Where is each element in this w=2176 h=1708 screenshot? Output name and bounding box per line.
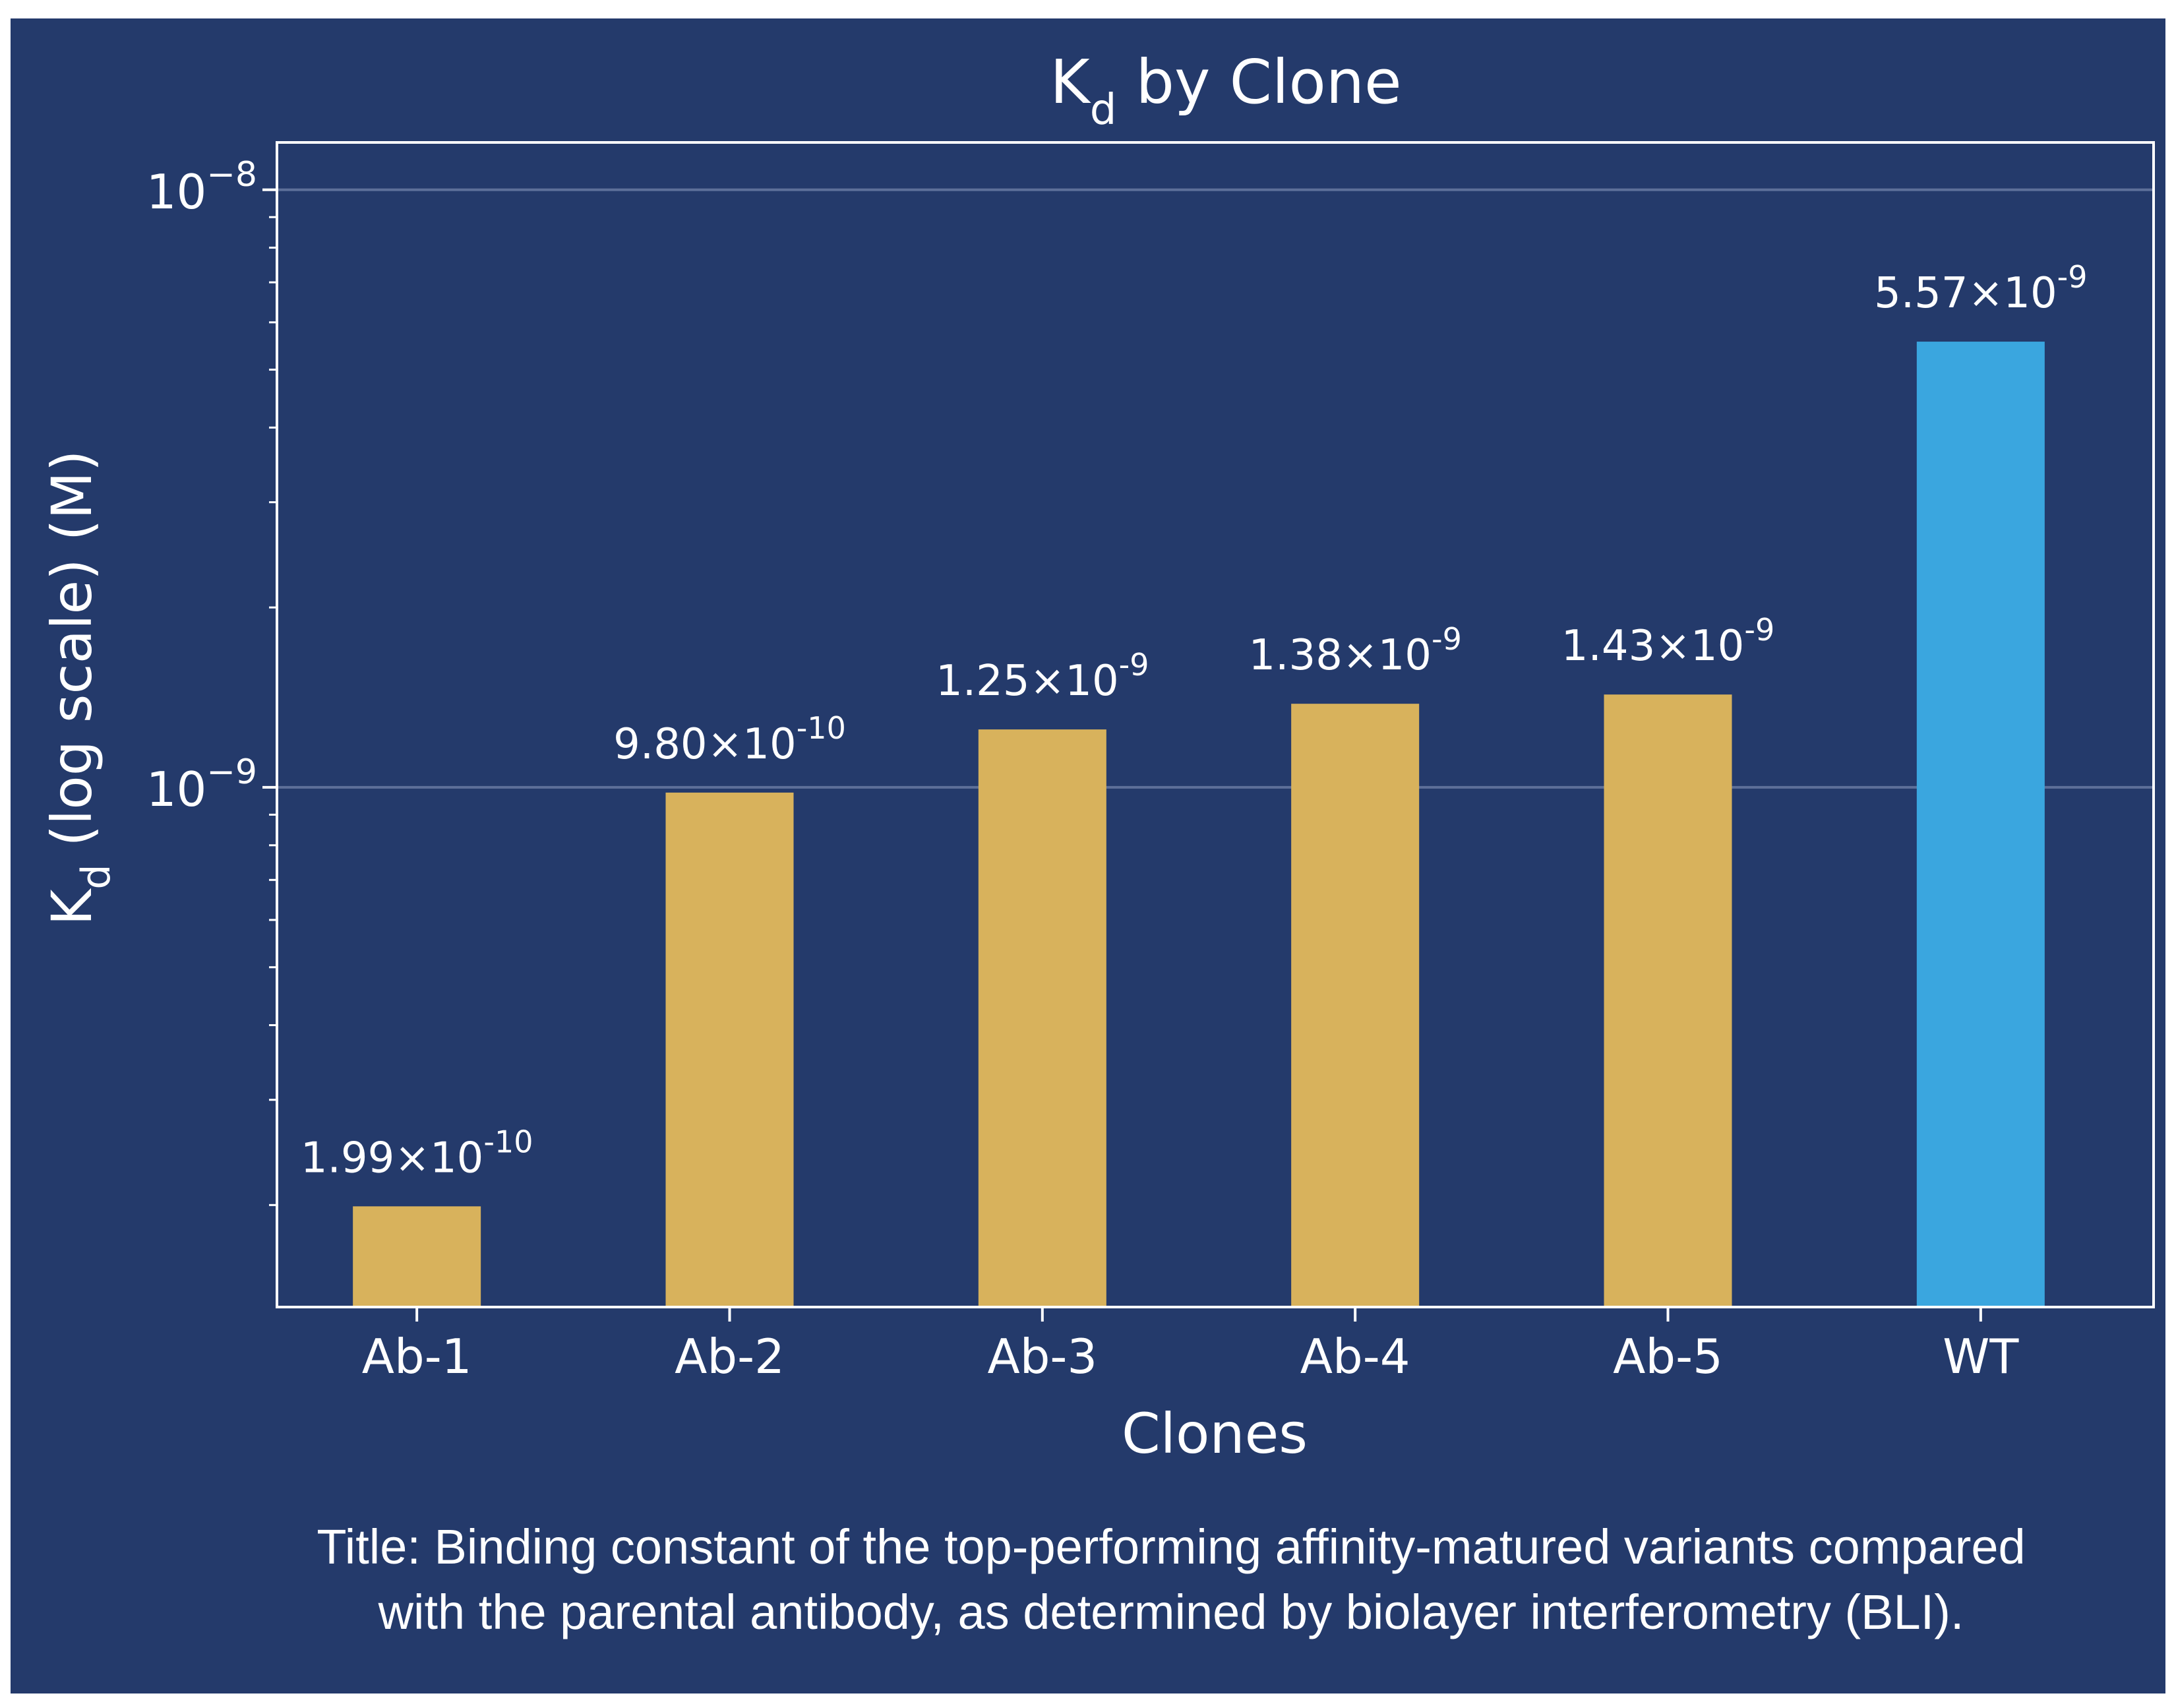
value-label: 5.57×10-9: [1874, 259, 2087, 318]
caption-line-1: Title: Binding constant of the top-perfo…: [317, 1519, 2025, 1574]
chart-panel: Kd by Clone 1.99×10-10 9.80×10-10 1.25×10-…: [11, 18, 2165, 1693]
x-tick-label: Ab-4: [1300, 1329, 1410, 1384]
plot-frame: [276, 141, 2155, 1308]
value-label-exp: -9: [1432, 621, 1462, 657]
y-tick-base: 10: [146, 164, 207, 220]
caption-line-2: with the parental antibody, as determine…: [378, 1585, 1964, 1639]
bar-ab-4: [1291, 704, 1420, 1307]
value-label: 1.25×10-9: [936, 647, 1149, 706]
bars: [353, 342, 2045, 1307]
value-label-mantissa: 1.25×10: [936, 657, 1119, 706]
bar-ab-2: [665, 792, 794, 1307]
bar-ab-5: [1604, 694, 1732, 1307]
chart-title-main: K: [1050, 47, 1091, 117]
value-label-mantissa: 1.99×10: [301, 1134, 484, 1182]
value-label-exp: -9: [2057, 259, 2088, 295]
x-axis-ticks: Ab-1 Ab-2 Ab-3 Ab-4 Ab-5 WT: [362, 1307, 2019, 1384]
y-axis-label-main: K: [40, 888, 104, 926]
chart-title: Kd by Clone: [1050, 47, 1401, 135]
y-tick-base: 10: [146, 762, 207, 817]
y-tick-exp: −9: [206, 752, 257, 792]
bar-ab-3: [978, 729, 1106, 1307]
x-tick-label: WT: [1943, 1329, 2019, 1384]
value-label: 1.99×10-10: [301, 1124, 533, 1182]
value-label-exp: -9: [1119, 647, 1149, 683]
value-label-mantissa: 9.80×10: [613, 720, 797, 769]
value-label-exp: -10: [483, 1124, 533, 1159]
y-tick-exp: −8: [206, 155, 257, 195]
bar-ab-1: [353, 1206, 481, 1307]
x-tick-label: Ab-1: [362, 1329, 472, 1384]
value-label-mantissa: 1.43×10: [1561, 622, 1745, 671]
gridlines: [277, 188, 2154, 789]
value-label: 1.43×10-9: [1561, 612, 1774, 671]
y-axis-label-sub: d: [73, 864, 119, 889]
value-label: 9.80×10-10: [613, 710, 846, 769]
bar-wt: [1916, 342, 2045, 1307]
x-tick-label: Ab-2: [675, 1329, 785, 1384]
value-label-mantissa: 1.38×10: [1248, 631, 1432, 680]
y-axis-label: Kd (log scale) (M): [40, 450, 119, 925]
y-axis-label-rest: (log scale) (M): [40, 450, 104, 864]
value-label-exp: -9: [1744, 612, 1774, 648]
value-labels: 1.99×10-109.80×10-101.25×10-9 1.38×10-9 1.…: [301, 259, 2088, 1182]
y-axis-ticks: 10−810−9: [146, 155, 277, 1206]
x-tick-label: Ab-5: [1613, 1329, 1723, 1384]
value-label-exp: -10: [797, 710, 846, 746]
y-tick-label: 10−9: [146, 752, 257, 817]
value-label-mantissa: 5.57×10: [1874, 269, 2057, 318]
x-tick-label: Ab-3: [987, 1329, 1097, 1384]
value-label: 1.38×10-9: [1248, 621, 1461, 680]
bar-chart: Kd by Clone 1.99×10-109.80×10-101.25×10-…: [40, 47, 2155, 1639]
chart-title-rest: by Clone: [1116, 47, 1401, 117]
chart-title-sub: d: [1090, 86, 1117, 135]
y-tick-label: 10−8: [146, 155, 257, 220]
x-axis-label: Clones: [1122, 1401, 1308, 1466]
